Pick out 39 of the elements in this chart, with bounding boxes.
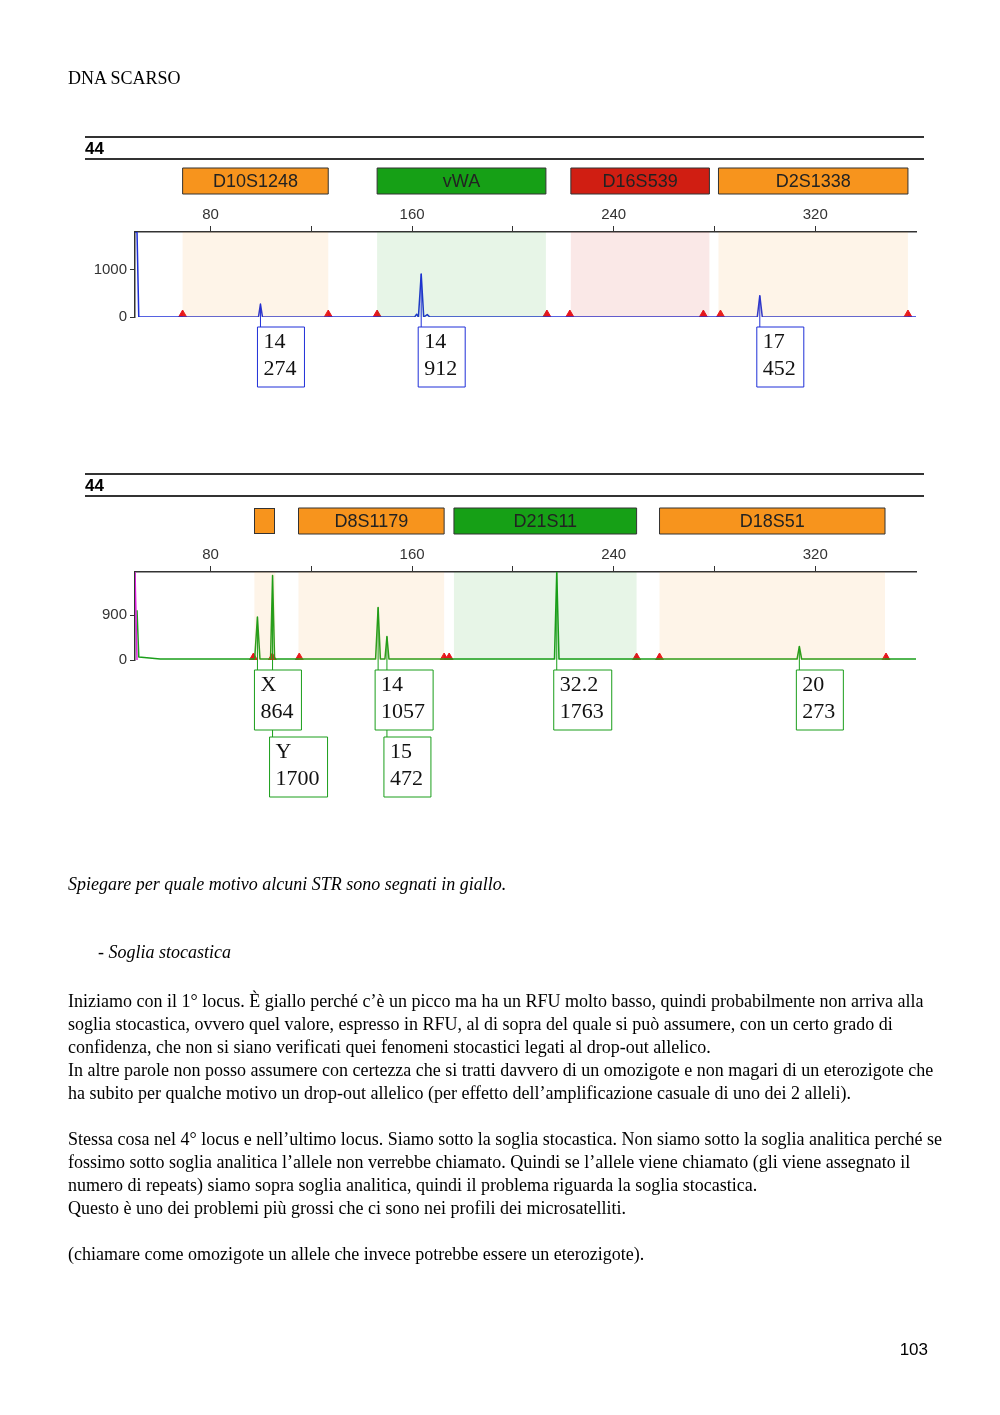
x-tick-label: 160 (399, 205, 425, 223)
y-tick-label: 1000 (93, 259, 127, 277)
annotation: X 864 (260, 670, 294, 723)
band-label: D10S1248 (212, 170, 298, 191)
y-tick-label: 0 (118, 650, 127, 668)
band-label: D21S11 (513, 510, 578, 531)
x-tick-label: 80 (202, 545, 219, 563)
band-label: D2S1338 (775, 170, 851, 191)
annotation: 32.2 1763 (559, 670, 604, 723)
x-tick-label: 160 (399, 545, 425, 563)
y-tick-label: 0 (118, 307, 127, 325)
annotation: Y 1700 (275, 737, 320, 790)
text: In altre parole non posso assumere con certezza che si tratti davvero di un omozigote e non magari di un eterozigote che ha subito per qualche motivo un drop-out allelico (per effetto dell’amplificazione casuale di uno dei 2 alleli). (68, 1059, 935, 1105)
chart-subtitle: 44 (85, 475, 105, 495)
band-label: D8S1179 (334, 510, 409, 531)
annotation: 20 273 (802, 670, 836, 723)
x-tick-label: 80 (202, 205, 219, 223)
annotation: 15 472 (389, 737, 423, 790)
text: Iniziamo con il 1° locus. È giallo perché c’è un picco ma ha un RFU molto basso, quindi probabilmente non arriva alla soglia stocastica, ovvero quel valore, espresso in RFU, al di sopra del quale si può assumere, con un certo grado di confidenza, che non si siano verificati quei fenomeni stocastici legati al drop-out allelico. (68, 990, 925, 1059)
text: (chiamare come omozigote un allele che invece potrebbe essere un eterozigote). (68, 1243, 646, 1266)
annotation: 14 912 (424, 327, 458, 380)
chart-title: DNA SCARSO (68, 68, 181, 89)
band-label: D16S539 (602, 170, 678, 191)
x-tick-label: 240 (601, 545, 627, 563)
annotation: 14 274 (263, 327, 297, 380)
text: Stessa cosa nel 4° locus e nell’ultimo locus. Siamo sotto la soglia stocastica. Non siamo sotto la soglia analitica perché se fossimo sotto soglia analitica l’allele non verrebbe chiamato. Quindi se l’allele viene chiamato (gli viene assegnato il numero di repeats) siamo sopra soglia analitica, quindi il problema riguarda la soglia stocastica. (68, 1128, 943, 1197)
annotation: 17 452 (762, 327, 796, 380)
chart-subtitle: 44 (85, 138, 105, 158)
band-label: D18S51 (739, 510, 805, 531)
x-tick-label: 320 (802, 205, 828, 223)
text: Spiegare per quale motivo alcuni STR sono segnati in giallo. (68, 873, 508, 896)
annotation: 14 1057 (381, 670, 426, 723)
text: - Soglia stocastica (98, 941, 232, 964)
y-tick-label: 900 (101, 605, 127, 623)
band-label: vWA (442, 170, 481, 191)
text: Questo è uno dei problemi più grossi che ci sono nei profili dei microsatelliti. (68, 1197, 627, 1220)
text: 103 (899, 1340, 928, 1360)
x-tick-label: 240 (601, 205, 627, 223)
x-tick-label: 320 (802, 545, 828, 563)
